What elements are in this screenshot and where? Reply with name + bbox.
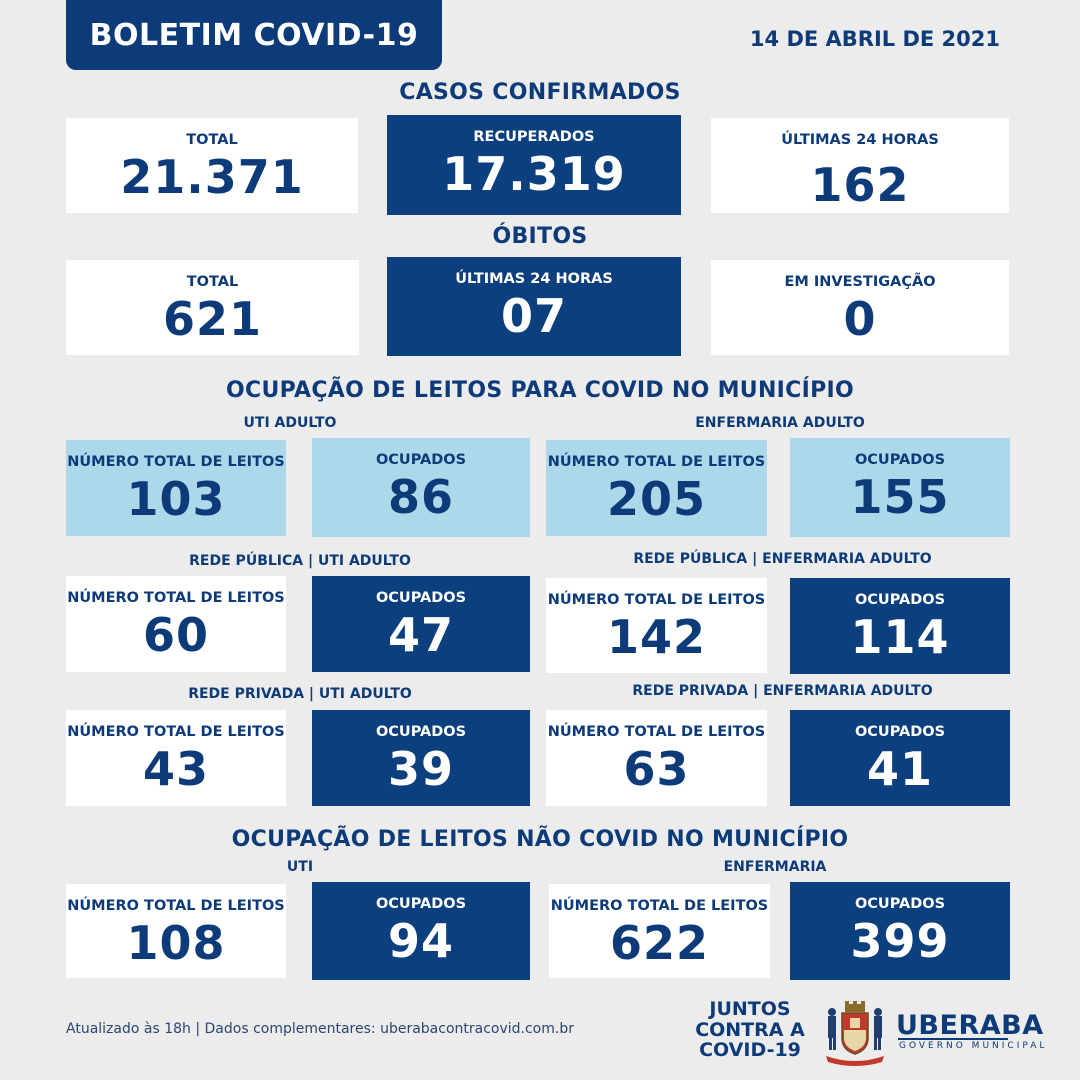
covid-uti-occupied-card: OCUPADOS 86 (312, 438, 530, 537)
private-uti-occupied-label: OCUPADOS (375, 724, 467, 740)
recovered-label: RECUPERADOS (473, 129, 595, 145)
private-ward-total-value: 63 (623, 742, 690, 796)
private-ward-occupied-value: 41 (866, 742, 933, 796)
covid-ward-total-label: NÚMERO TOTAL DE LEITOS (547, 454, 766, 470)
public-uti-occupied-card: OCUPADOS 47 (312, 576, 530, 672)
private-ward-total-label: NÚMERO TOTAL DE LEITOS (547, 724, 766, 740)
public-ward-occupied-label: OCUPADOS (854, 592, 946, 608)
private-uti-total-card: NÚMERO TOTAL DE LEITOS 43 (66, 710, 286, 806)
covid-beds-title: OCUPAÇÃO DE LEITOS PARA COVID NO MUNICÍP… (226, 378, 854, 403)
recovered-value: 17.319 (442, 147, 626, 201)
campaign-line-2: CONTRA A (695, 1018, 805, 1041)
non-covid-uti-occupied-label: OCUPADOS (375, 896, 467, 912)
private-ward-total-card: NÚMERO TOTAL DE LEITOS 63 (546, 710, 767, 806)
deaths-total-card: TOTAL 621 (66, 260, 359, 355)
public-uti-occupied-label: OCUPADOS (375, 590, 467, 606)
covid-uti-occupied-label: OCUPADOS (375, 452, 467, 468)
confirmed-24h-card: ÚLTIMAS 24 HORAS 162 (711, 118, 1009, 213)
public-uti-occupied-value: 47 (387, 608, 454, 662)
non-covid-uti-occupied-card: OCUPADOS 94 (312, 882, 530, 980)
private-uti-label: REDE PRIVADA | UTI ADULTO (188, 686, 412, 702)
public-ward-total-value: 142 (606, 610, 707, 664)
deaths-title: ÓBITOS (492, 224, 588, 249)
bulletin-date: 14 DE ABRIL DE 2021 (749, 27, 1000, 51)
covid-ward-occupied-card: OCUPADOS 155 (790, 438, 1010, 537)
bulletin-title: BOLETIM COVID-19 (66, 0, 442, 70)
covid-ward-occupied-label: OCUPADOS (854, 452, 946, 468)
city-crest-icon (826, 1001, 884, 1066)
covid-ward-total-card: NÚMERO TOTAL DE LEITOS 205 (546, 440, 767, 536)
city-subtitle: GOVERNO MUNICIPAL (899, 1041, 1048, 1051)
non-covid-uti-occupied-value: 94 (387, 914, 454, 968)
non-covid-ward-total-value: 622 (609, 916, 710, 970)
non-covid-ward-total-label: NÚMERO TOTAL DE LEITOS (550, 898, 769, 914)
deaths-24h-card: ÚLTIMAS 24 HORAS 07 (387, 257, 681, 356)
private-uti-total-label: NÚMERO TOTAL DE LEITOS (67, 724, 285, 740)
deaths-investigation-value: 0 (843, 292, 877, 346)
confirmed-24h-value: 162 (810, 158, 910, 212)
private-uti-occupied-card: OCUPADOS 39 (312, 710, 530, 806)
deaths-investigation-card: EM INVESTIGAÇÃO 0 (711, 260, 1009, 355)
non-covid-beds-title: OCUPAÇÃO DE LEITOS NÃO COVID NO MUNICÍPI… (231, 827, 849, 852)
deaths-total-label: TOTAL (186, 274, 239, 290)
non-covid-ward-occupied-label: OCUPADOS (854, 896, 946, 912)
deaths-investigation-label: EM INVESTIGAÇÃO (784, 274, 936, 290)
covid-uti-total-label: NÚMERO TOTAL DE LEITOS (67, 454, 285, 470)
covid-uti-occupied-value: 86 (387, 470, 454, 524)
public-uti-total-value: 60 (142, 608, 209, 662)
recovered-card: RECUPERADOS 17.319 (387, 115, 681, 215)
non-covid-uti-total-value: 108 (126, 916, 226, 970)
public-ward-total-card: NÚMERO TOTAL DE LEITOS 142 (546, 578, 767, 673)
city-divider (898, 1038, 1008, 1040)
non-covid-uti-total-label: NÚMERO TOTAL DE LEITOS (67, 898, 285, 914)
deaths-24h-value: 07 (500, 289, 567, 343)
public-ward-occupied-value: 114 (850, 610, 950, 664)
public-ward-total-label: NÚMERO TOTAL DE LEITOS (547, 592, 766, 608)
covid-uti-total-value: 103 (126, 472, 226, 526)
covid-ward-total-value: 205 (606, 472, 707, 526)
deaths-total-value: 621 (162, 292, 263, 346)
private-uti-occupied-value: 39 (387, 742, 454, 796)
covid-ward-occupied-value: 155 (850, 470, 950, 524)
private-uti-total-value: 43 (142, 742, 209, 796)
non-covid-uti-total-card: NÚMERO TOTAL DE LEITOS 108 (66, 884, 286, 978)
covid-uti-label: UTI ADULTO (243, 415, 337, 431)
city-name: UBERABA (896, 1010, 1044, 1041)
public-ward-occupied-card: OCUPADOS 114 (790, 578, 1010, 674)
covid-uti-total-card: NÚMERO TOTAL DE LEITOS 103 (66, 440, 286, 536)
public-uti-label: REDE PÚBLICA | UTI ADULTO (189, 553, 411, 569)
confirmed-24h-label: ÚLTIMAS 24 HORAS (781, 132, 939, 148)
confirmed-cases-title: CASOS CONFIRMADOS (399, 80, 681, 105)
non-covid-ward-occupied-value: 399 (850, 914, 950, 968)
confirmed-total-value: 21.371 (120, 150, 304, 204)
campaign-line-3: COVID-19 (699, 1039, 801, 1062)
campaign-line-1: JUNTOS (709, 998, 791, 1020)
non-covid-ward-label: ENFERMARIA (723, 859, 827, 875)
public-uti-total-card: NÚMERO TOTAL DE LEITOS 60 (66, 576, 286, 672)
private-ward-occupied-label: OCUPADOS (854, 724, 946, 740)
confirmed-total-card: TOTAL 21.371 (66, 118, 358, 213)
non-covid-ward-occupied-card: OCUPADOS 399 (790, 882, 1010, 980)
private-ward-occupied-card: OCUPADOS 41 (790, 710, 1010, 806)
private-ward-label: REDE PRIVADA | ENFERMARIA ADULTO (632, 683, 933, 699)
deaths-24h-label: ÚLTIMAS 24 HORAS (455, 271, 613, 287)
non-covid-ward-total-card: NÚMERO TOTAL DE LEITOS 622 (549, 884, 770, 978)
confirmed-total-label: TOTAL (186, 132, 238, 148)
footer-note: Atualizado às 18h | Dados complementares… (66, 1021, 574, 1037)
public-uti-total-label: NÚMERO TOTAL DE LEITOS (67, 590, 285, 606)
non-covid-uti-label: UTI (286, 859, 314, 875)
campaign-logo: JUNTOS CONTRA A COVID-19 (690, 999, 810, 1061)
covid-ward-label: ENFERMARIA ADULTO (695, 415, 865, 431)
public-ward-label: REDE PÚBLICA | ENFERMARIA ADULTO (633, 551, 932, 567)
